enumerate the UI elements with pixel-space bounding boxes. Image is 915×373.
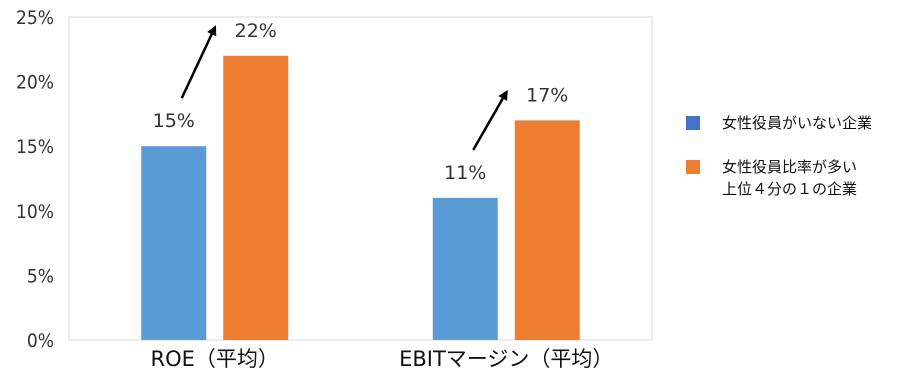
plot-area-frame <box>68 16 653 341</box>
legend-swatch-series-2 <box>686 160 700 174</box>
bar-2-2 <box>514 120 580 340</box>
x-tick-label: EBITマージン（平均） <box>399 347 613 371</box>
increase-arrow <box>472 89 508 151</box>
legend-item-top-quartile-female-directors: 女性役員比率が多い 上位４分の１の企業 <box>686 156 914 200</box>
legend-label-series-1: 女性役員がいない企業 <box>722 114 873 132</box>
x-tick-label: ROE（平均） <box>151 347 279 371</box>
y-axis-ticks: 0% 5% 10% 15% 20% 25% <box>16 7 54 352</box>
legend-swatch-series-1 <box>686 116 700 130</box>
data-label: 11% <box>444 162 486 184</box>
bars <box>141 55 580 340</box>
legend: 女性役員がいない企業 女性役員比率が多い 上位４分の１の企業 <box>686 112 914 222</box>
bar-1-1 <box>141 146 207 340</box>
y-tick-label: 5% <box>27 265 54 287</box>
data-label: 17% <box>526 84 568 106</box>
y-tick-label: 20% <box>16 72 54 94</box>
y-tick-label: 10% <box>16 201 54 223</box>
y-tick-label: 25% <box>16 7 54 29</box>
y-tick-label: 15% <box>16 136 54 158</box>
arrows <box>180 25 508 151</box>
increase-arrow <box>180 25 217 99</box>
x-axis-ticks: ROE（平均） EBITマージン（平均） <box>151 347 614 371</box>
legend-item-no-female-directors: 女性役員がいない企業 <box>686 112 914 134</box>
legend-label-series-2: 女性役員比率が多い 上位４分の１の企業 <box>722 158 858 198</box>
y-tick-label: 0% <box>27 330 54 352</box>
data-label: 15% <box>153 110 195 132</box>
bar-2-1 <box>223 55 289 340</box>
data-labels: 15% 22% 11% 17% <box>153 20 569 184</box>
data-label: 22% <box>235 20 277 42</box>
bar-1-2 <box>432 197 498 340</box>
